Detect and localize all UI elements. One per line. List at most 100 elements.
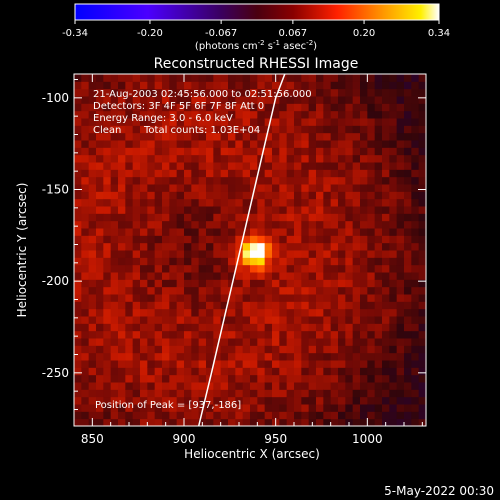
heatmap-cell	[88, 316, 97, 324]
heatmap-cell	[154, 286, 163, 295]
colorbar-tick-label: 0.34	[428, 28, 450, 39]
heatmap-cell	[169, 286, 178, 295]
heatmap-cell	[345, 308, 354, 317]
peak-position-label: Position of Peak = [937,-186]	[95, 400, 241, 411]
heatmap-cell	[140, 147, 148, 156]
heatmap-cell	[140, 250, 148, 258]
heatmap-cell	[162, 367, 170, 376]
heatmap-cell	[272, 88, 280, 97]
heatmap-cell	[125, 125, 134, 134]
heatmap-cell	[301, 418, 310, 426]
heatmap-cell	[132, 125, 141, 134]
heatmap-cell	[382, 338, 390, 346]
heatmap-cell	[367, 191, 376, 200]
heatmap-cell	[162, 352, 170, 361]
heatmap-cell	[382, 154, 390, 163]
heatmap-cell	[360, 213, 368, 222]
heatmap-cell	[279, 374, 288, 383]
heatmap-cell	[125, 191, 134, 200]
heatmap-cell	[184, 74, 192, 82]
heatmap-cell	[198, 118, 207, 126]
heatmap-cell	[418, 345, 426, 354]
heatmap-cell	[220, 220, 229, 229]
heatmap-cell	[169, 88, 178, 97]
heatmap-cell	[74, 279, 82, 288]
heatmap-cell	[176, 162, 185, 170]
heatmap-cell	[184, 330, 192, 339]
heatmap-cell	[301, 74, 310, 82]
heatmap-cell	[330, 228, 339, 236]
heatmap-cell	[132, 279, 141, 288]
heatmap-cell	[279, 88, 288, 97]
heatmap-cell	[294, 279, 302, 288]
heatmap-cell	[162, 250, 170, 258]
heatmap-cell	[279, 154, 288, 163]
heatmap-cell	[228, 404, 236, 412]
heatmap-cell	[140, 81, 148, 90]
heatmap-cell	[345, 279, 354, 288]
heatmap-cell	[294, 382, 302, 390]
heatmap-cell	[88, 330, 97, 339]
heatmap-cell	[272, 184, 280, 192]
heatmap-cell	[74, 272, 82, 280]
heatmap-cell	[81, 140, 90, 148]
heatmap-cell	[206, 345, 214, 354]
heatmap-cell	[352, 345, 361, 354]
heatmap-cell	[360, 118, 368, 126]
heatmap-cell	[110, 206, 119, 214]
heatmap-cell	[294, 213, 302, 222]
heatmap-cell	[264, 110, 273, 119]
heatmap-cell	[250, 162, 258, 170]
heatmap-cell	[250, 118, 258, 126]
heatmap-cell	[220, 162, 229, 170]
heatmap-cell	[257, 176, 266, 185]
heatmap-cell	[103, 220, 112, 229]
heatmap-cell	[235, 184, 244, 192]
heatmap-cell	[308, 81, 317, 90]
heatmap-cell	[154, 206, 163, 214]
heatmap-cell	[162, 213, 170, 222]
heatmap-cell	[323, 110, 332, 119]
heatmap-cell	[88, 360, 97, 368]
heatmap-cell	[154, 198, 163, 207]
heatmap-cell	[316, 132, 324, 141]
heatmap-cell	[374, 74, 383, 82]
heatmap-cell	[228, 81, 236, 90]
heatmap-cell	[176, 286, 185, 295]
heatmap-cell	[147, 360, 156, 368]
heatmap-cell	[323, 367, 332, 376]
heatmap-cell	[264, 198, 273, 207]
heatmap-cell	[169, 323, 178, 332]
heatmap-cell	[125, 279, 134, 288]
heatmap-cell	[294, 228, 302, 236]
heatmap-cell	[140, 154, 148, 163]
heatmap-cell	[206, 206, 214, 214]
heatmap-cell	[294, 308, 302, 317]
heatmap-cell	[220, 118, 229, 126]
heatmap-cell	[184, 367, 192, 376]
heatmap-cell	[374, 389, 383, 398]
heatmap-cell	[103, 213, 112, 222]
heatmap-cell	[242, 316, 251, 324]
heatmap-cell	[396, 286, 405, 295]
colorbar-ticks: -0.34 -0.20 -0.067 0.067 0.20 0.34	[62, 20, 450, 39]
heatmap-cell	[88, 191, 97, 200]
heatmap-cell	[198, 191, 207, 200]
heatmap-cell	[132, 176, 141, 185]
heatmap-cell	[96, 147, 104, 156]
heatmap-cell	[176, 81, 185, 90]
heatmap-cell	[250, 396, 258, 405]
heatmap-cell	[147, 338, 156, 346]
heatmap-cell	[396, 96, 405, 104]
heatmap-cell	[323, 184, 332, 192]
heatmap-cell	[213, 389, 222, 398]
heatmap-cell	[330, 169, 339, 178]
heatmap-cell	[242, 411, 251, 420]
heatmap-cell	[198, 367, 207, 376]
heatmap-cell	[220, 389, 229, 398]
heatmap-cell	[184, 250, 192, 258]
heatmap-cell	[110, 81, 119, 90]
heatmap-cell	[235, 382, 244, 390]
heatmap-cell	[162, 360, 170, 368]
heatmap-cell	[272, 279, 280, 288]
